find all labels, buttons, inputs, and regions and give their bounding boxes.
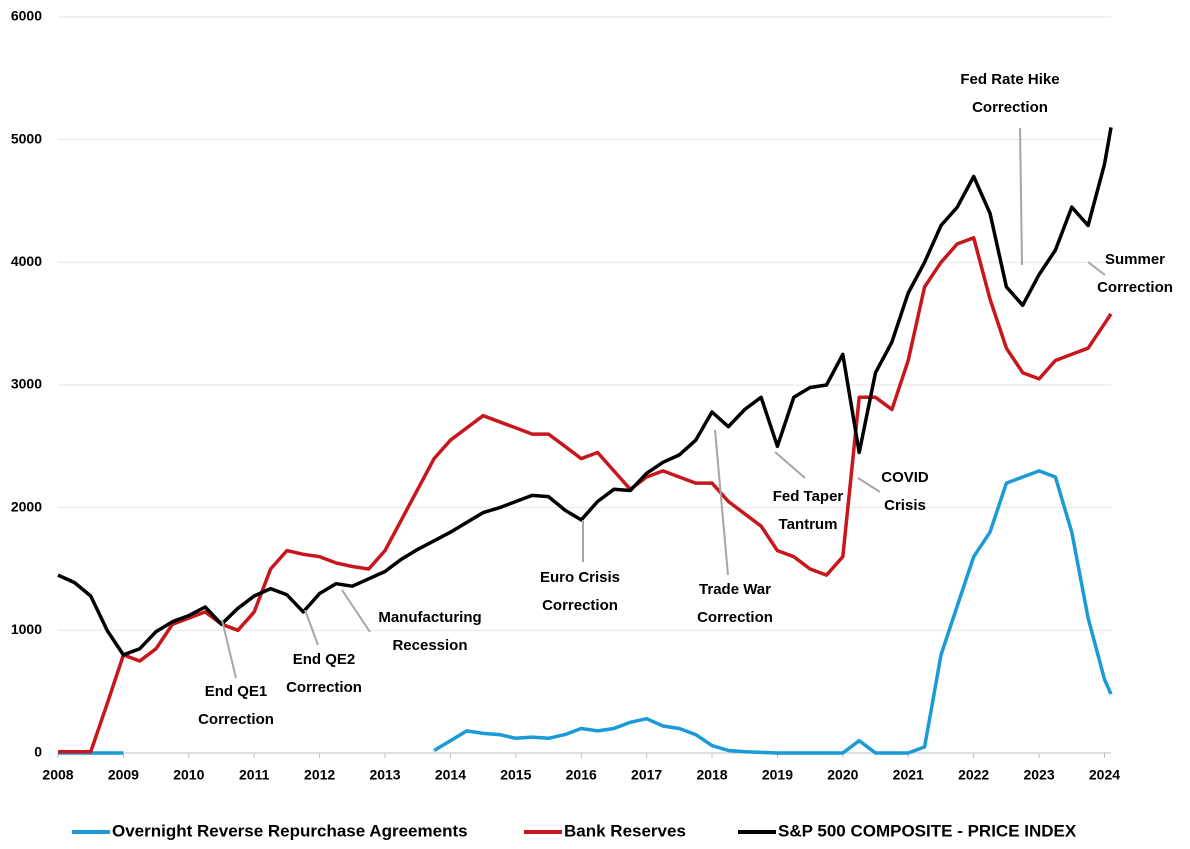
x-tick-label: 2021 (893, 767, 924, 783)
x-tick-label: 2014 (435, 767, 466, 783)
annotation: Trade War (699, 581, 771, 598)
x-tick-label: 2018 (696, 767, 727, 783)
annotation: Manufacturing (378, 609, 481, 626)
y-tick-label: 6000 (11, 8, 42, 24)
series-line (58, 236, 1113, 754)
annotation: Euro Crisis (540, 569, 620, 586)
annotation: Summer (1105, 251, 1165, 268)
annotation-leader (774, 451, 806, 479)
x-tick-label: 2020 (827, 767, 858, 783)
y-tick-label: 1000 (11, 621, 42, 637)
y-tick-label: 0 (34, 744, 42, 760)
x-tick-label: 2010 (173, 767, 204, 783)
annotation-leader (341, 589, 371, 633)
annotation: End QE2 (293, 651, 356, 668)
annotation-leader (221, 619, 237, 679)
annotation-leader (714, 429, 729, 576)
series-line (57, 127, 1113, 657)
y-tick-label: 4000 (11, 253, 42, 269)
x-tick-label: 2024 (1089, 767, 1120, 783)
annotation: Correction (1097, 279, 1173, 296)
x-tick-label: 2019 (762, 767, 793, 783)
x-tick-label: 2023 (1023, 767, 1054, 783)
x-tick-label: 2022 (958, 767, 989, 783)
annotation: Fed Taper (773, 488, 844, 505)
annotation: Correction (542, 597, 618, 614)
legend-label: Bank Reserves (564, 821, 686, 840)
annotation: Fed Rate Hike (960, 71, 1059, 88)
y-tick-label: 2000 (11, 498, 42, 514)
annotation-leader (857, 477, 881, 493)
x-tick-label: 2017 (631, 767, 662, 783)
annotation: Tantrum (779, 516, 838, 533)
annotation: Recession (392, 637, 467, 654)
x-tick-label: 2015 (500, 767, 531, 783)
annotation: Correction (697, 609, 773, 626)
legend-label: Overnight Reverse Repurchase Agreements (112, 821, 468, 840)
annotation-leader (304, 609, 319, 646)
annotation: End QE1 (205, 683, 268, 700)
x-tick-label: 2012 (304, 767, 335, 783)
x-tick-label: 2011 (239, 767, 270, 783)
annotation: Crisis (884, 497, 926, 514)
annotation-leader (1019, 127, 1023, 266)
annotation: COVID (881, 469, 929, 486)
y-tick-label: 5000 (11, 130, 42, 146)
annotation: Correction (198, 711, 274, 728)
annotation: Correction (972, 99, 1048, 116)
annotation-leader (1087, 261, 1106, 276)
legend-label: S&P 500 COMPOSITE - PRICE INDEX (778, 821, 1077, 840)
annotation: Correction (286, 679, 362, 696)
x-tick-label: 2008 (42, 767, 73, 783)
y-tick-label: 3000 (11, 376, 42, 392)
x-tick-label: 2016 (566, 767, 597, 783)
x-tick-label: 2009 (108, 767, 139, 783)
x-tick-label: 2013 (369, 767, 400, 783)
